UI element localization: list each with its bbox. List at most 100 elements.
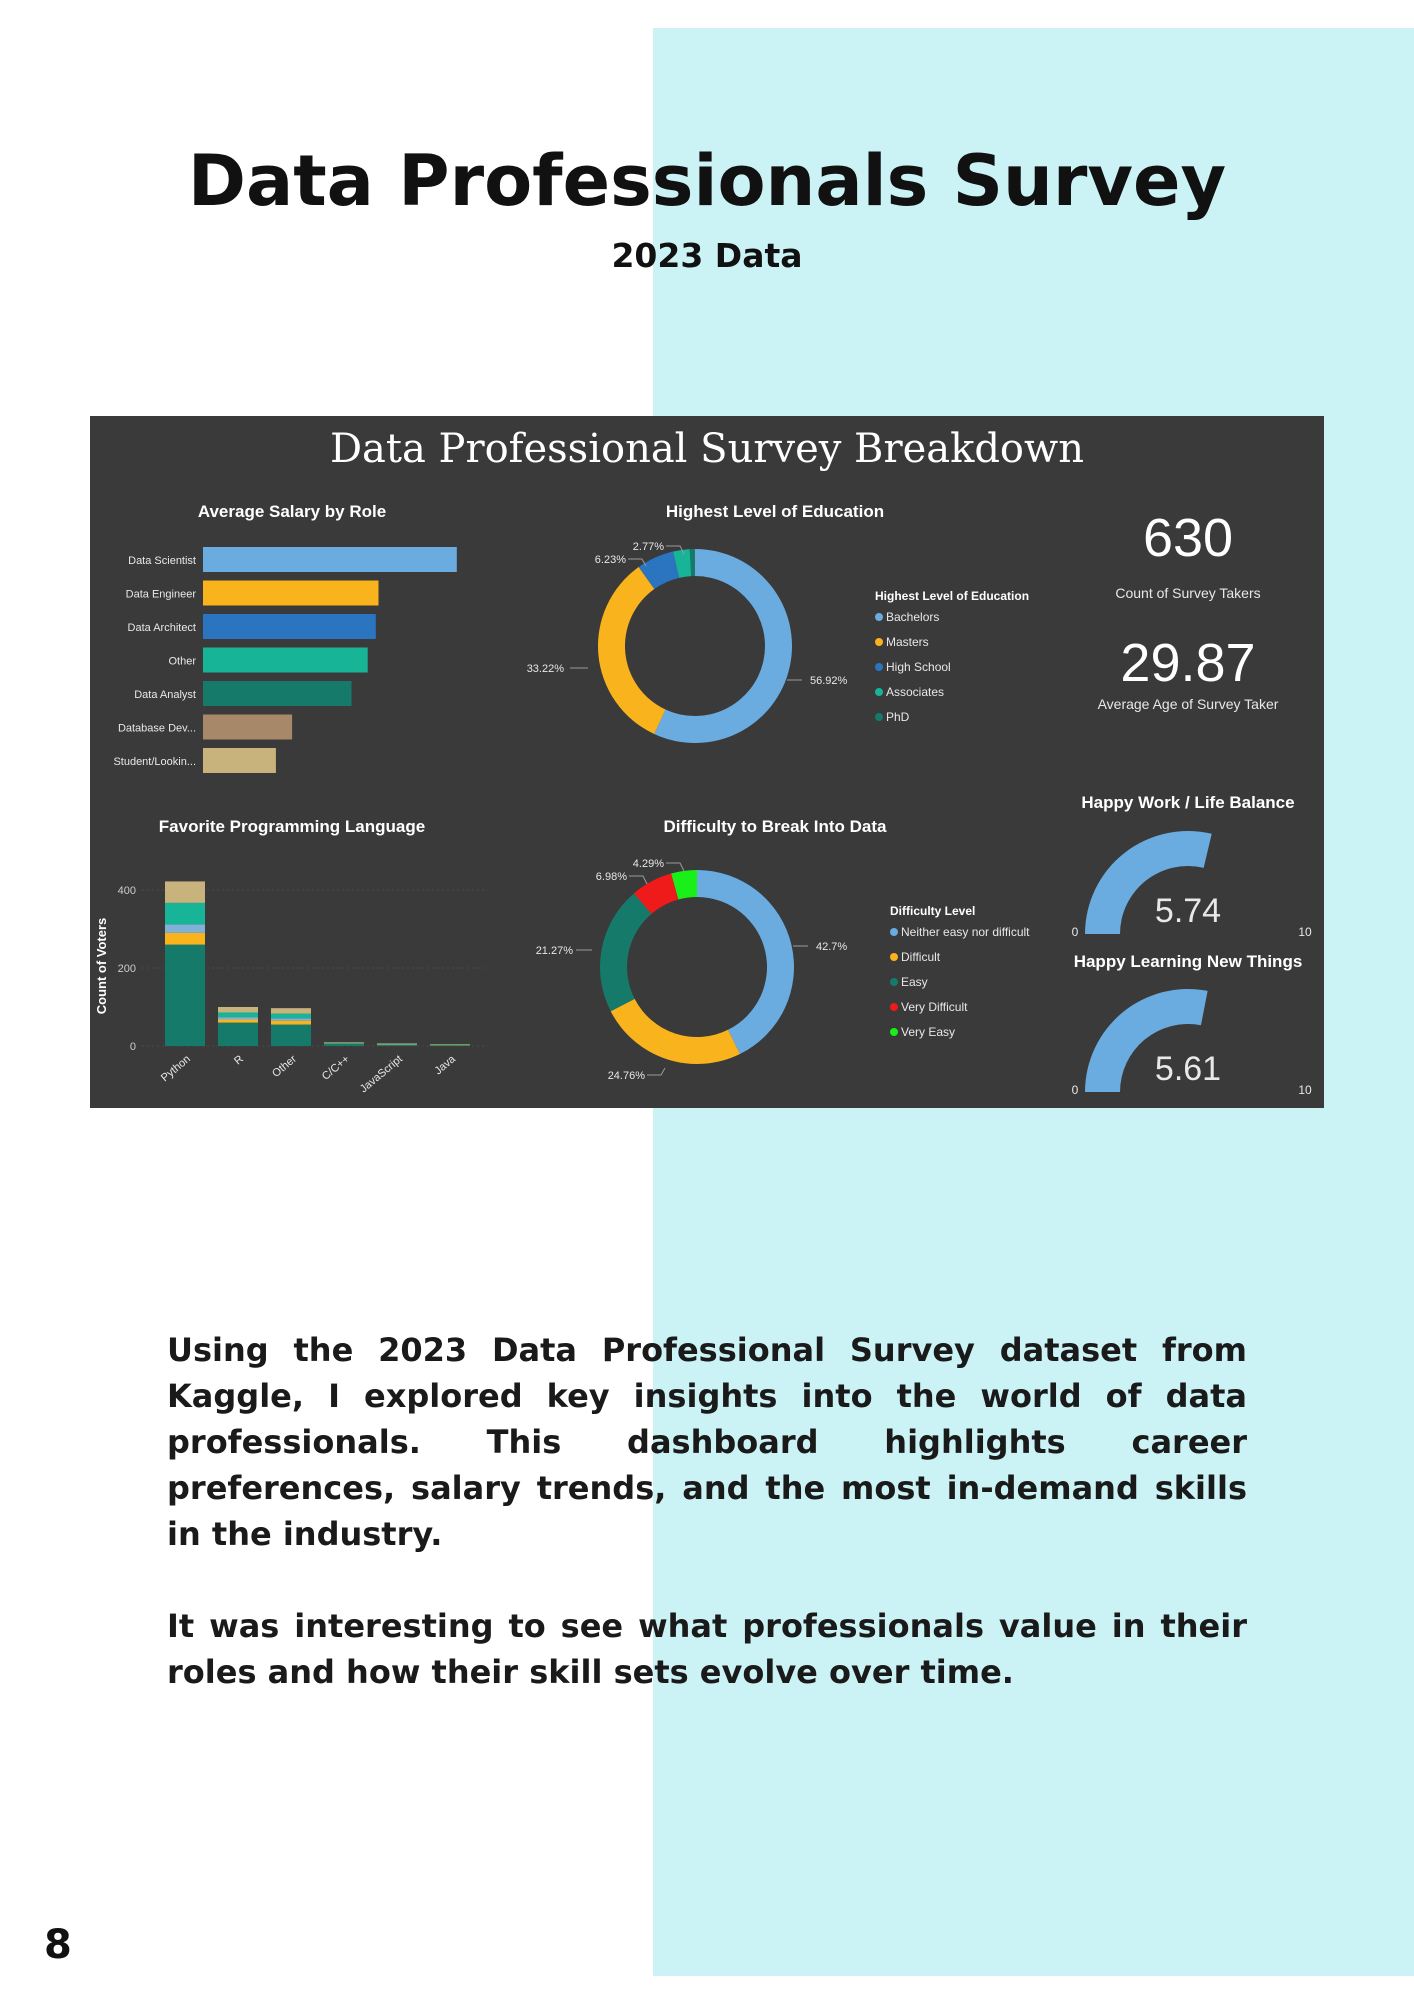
- donut-leader-line: [666, 545, 685, 555]
- legend-label: Associates: [886, 685, 944, 699]
- dashboard-title: Data Professional Survey Breakdown: [330, 426, 1084, 472]
- salary-role-label: Data Architect: [128, 622, 196, 634]
- salary-bar: [203, 547, 457, 572]
- gauge-max-label: 10: [1298, 925, 1312, 939]
- gauge-fill-arc: [1085, 831, 1212, 934]
- donut-slice: [633, 873, 679, 914]
- donut-slice: [654, 549, 793, 743]
- legend-swatch: [875, 613, 883, 621]
- language-y-tick: 200: [118, 963, 136, 975]
- gauge-title: Happy Work / Life Balance: [1081, 793, 1294, 812]
- description-paragraph-1: Using the 2023 Data Professional Survey …: [167, 1331, 1247, 1553]
- language-bar-segment: [218, 1022, 258, 1046]
- legend-label: Bachelors: [886, 610, 939, 624]
- language-bar-segment: [218, 1007, 258, 1013]
- language-bar-segment: [218, 1019, 258, 1023]
- language-bar-segment: [377, 1044, 417, 1046]
- salary-bar: [203, 647, 368, 673]
- salary-role-label: Other: [168, 656, 196, 668]
- salary-role-label: Student/Lookin...: [113, 756, 196, 768]
- legend-label: Very Easy: [901, 1025, 955, 1039]
- language-y-tick: 0: [130, 1041, 136, 1053]
- donut-data-label: 6.23%: [595, 554, 626, 566]
- language-x-label: Java: [432, 1053, 458, 1078]
- donut-data-label: 2.77%: [633, 541, 664, 553]
- language-bar-segment: [271, 1024, 311, 1046]
- difficulty-chart-title: Difficulty to Break Into Data: [664, 817, 887, 836]
- donut-data-label: 21.27%: [536, 945, 574, 957]
- salary-bar: [203, 748, 276, 773]
- language-bar-segment: [165, 924, 205, 933]
- language-x-label: R: [232, 1053, 246, 1067]
- donut-leader-line: [666, 862, 685, 872]
- legend-swatch: [875, 713, 883, 721]
- legend-label: Neither easy nor difficult: [901, 925, 1030, 939]
- language-bar-segment: [218, 1012, 258, 1018]
- language-y-tick: 400: [118, 885, 136, 897]
- donut-legend-title: Difficulty Level: [890, 904, 975, 918]
- language-bar-segment: [165, 902, 205, 925]
- donut-legend-title: Highest Level of Education: [875, 589, 1029, 603]
- salary-bar: [203, 681, 352, 706]
- salary-role-label: Data Scientist: [128, 555, 196, 567]
- page-title: Data Professionals Survey: [187, 140, 1227, 222]
- donut-data-label: 4.29%: [633, 858, 664, 870]
- donut-slice: [598, 567, 666, 734]
- language-bar-segment: [271, 1020, 311, 1025]
- language-bar-segment: [324, 1043, 364, 1046]
- language-bar-segment: [271, 1013, 311, 1019]
- language-bar-segment: [271, 1018, 311, 1021]
- language-x-label: C/C++: [320, 1053, 352, 1083]
- donut-leader-line: [628, 558, 647, 567]
- legend-label: Difficult: [901, 950, 941, 964]
- kpi-survey-count: 630: [1143, 508, 1233, 568]
- language-y-label: Count of Voters: [94, 918, 109, 1015]
- donut-data-label: 56.92%: [810, 675, 848, 687]
- language-bar-segment: [271, 1008, 311, 1014]
- legend-swatch: [890, 928, 898, 936]
- kpi-average-age-label: Average Age of Survey Taker: [1098, 696, 1279, 712]
- donut-slice: [638, 551, 680, 590]
- dashboard-image: Data Professional Survey Breakdown Avera…: [90, 416, 1324, 1108]
- donut-leader-line: [647, 1067, 666, 1076]
- gauge-value: 5.61: [1155, 1050, 1221, 1088]
- gauge-min-label: 0: [1072, 925, 1079, 939]
- language-x-label: JavaScript: [358, 1053, 405, 1095]
- legend-label: Easy: [901, 975, 928, 989]
- legend-swatch: [875, 688, 883, 696]
- language-bar-segment: [430, 1045, 470, 1046]
- dashboard-svg: Data Professional Survey Breakdown Avera…: [94, 426, 1312, 1097]
- gauge-value: 5.74: [1155, 892, 1221, 930]
- gauge-title: Happy Learning New Things: [1074, 952, 1303, 971]
- language-x-label: Python: [159, 1053, 193, 1084]
- page-number: 8: [44, 1922, 72, 1968]
- donut-slice: [600, 893, 652, 1012]
- donut-slice: [671, 870, 697, 900]
- language-x-label: Other: [270, 1053, 299, 1080]
- donut-data-label: 6.98%: [596, 871, 627, 883]
- donut-leader-line: [629, 875, 648, 885]
- salary-role-label: Data Engineer: [126, 589, 197, 601]
- language-chart-title: Favorite Programming Language: [159, 817, 425, 836]
- language-bar-segment: [165, 881, 205, 903]
- legend-label: High School: [886, 660, 951, 674]
- donut-data-label: 42.7%: [816, 941, 847, 953]
- kpi-survey-count-label: Count of Survey Takers: [1115, 585, 1260, 601]
- donut-slice: [689, 549, 695, 577]
- salary-bar: [203, 580, 379, 606]
- description: Using the 2023 Data Professional Survey …: [167, 1327, 1247, 1741]
- description-paragraph-2: It was interesting to see what professio…: [167, 1607, 1247, 1691]
- language-bar-segment: [165, 932, 205, 945]
- gauge-fill-arc: [1085, 989, 1208, 1092]
- donut-slice: [673, 549, 692, 578]
- salary-bar: [203, 614, 376, 639]
- donut-slice: [697, 870, 794, 1054]
- donut-slice: [610, 998, 740, 1064]
- legend-swatch: [890, 1003, 898, 1011]
- legend-label: Masters: [886, 635, 929, 649]
- salary-bar: [203, 714, 293, 740]
- salary-role-label: Database Dev...: [118, 723, 196, 735]
- kpi-average-age: 29.87: [1120, 633, 1255, 693]
- legend-swatch: [890, 1028, 898, 1036]
- salary-role-label: Data Analyst: [134, 689, 196, 701]
